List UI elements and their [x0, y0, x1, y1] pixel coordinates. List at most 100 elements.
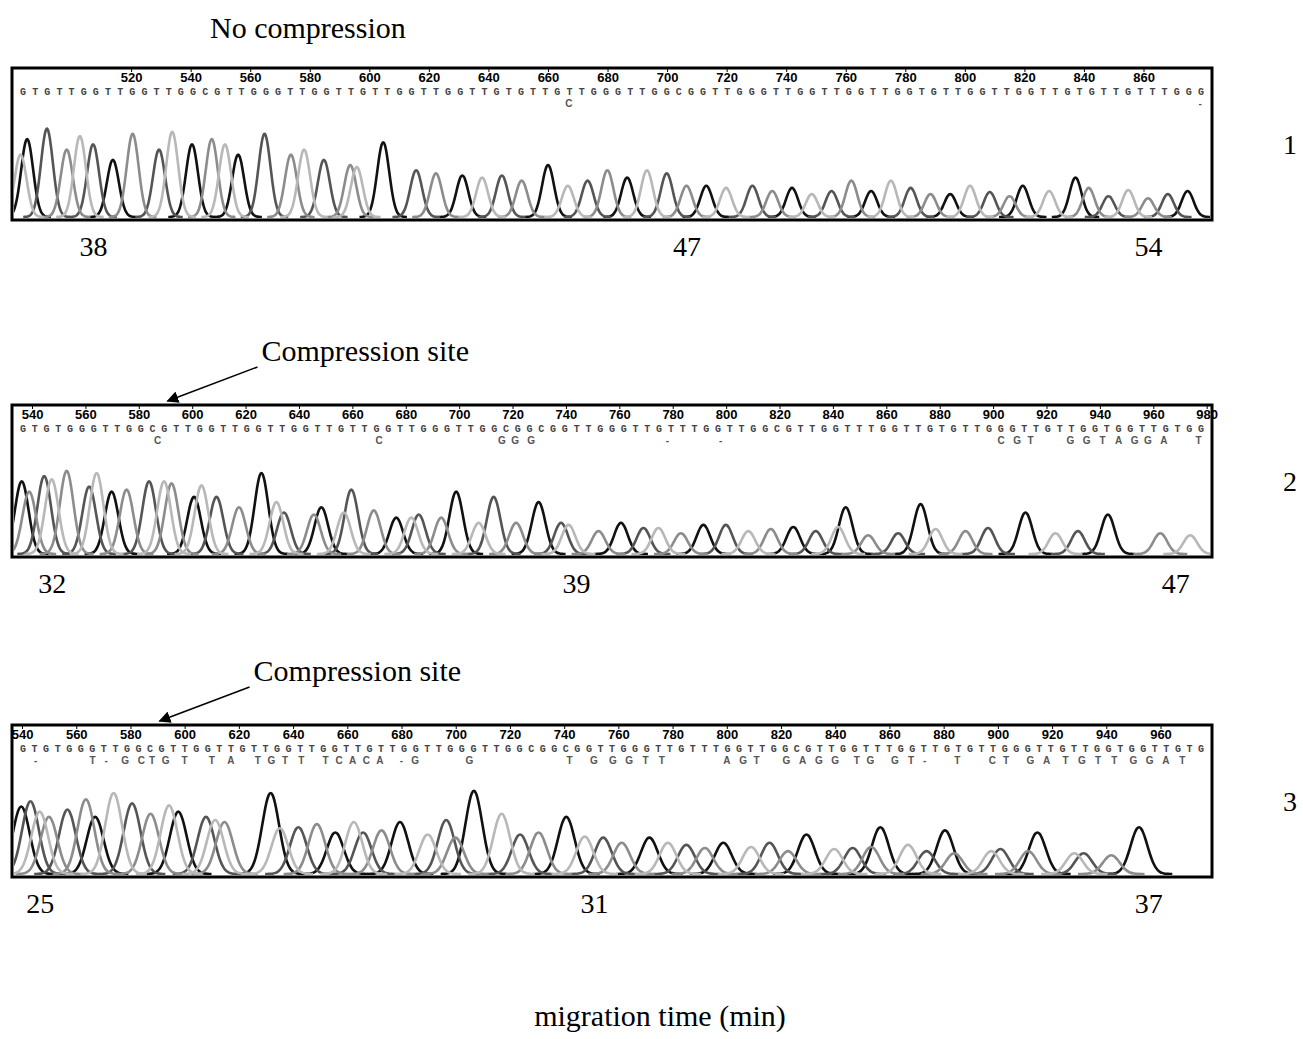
peak — [995, 851, 1062, 874]
tick: 540 — [22, 405, 44, 422]
secondary-call: G — [511, 435, 519, 446]
peak — [249, 502, 303, 554]
secondary-call: C — [154, 435, 161, 446]
secondary-call: G — [465, 755, 473, 766]
secondary-call: G — [625, 755, 633, 766]
secondary-call: T — [282, 755, 288, 766]
axis-line — [13, 220, 1213, 221]
tick-label: 25 — [26, 888, 54, 919]
base-position-axis: 5405605806006206406606807007207407607808… — [13, 405, 1219, 422]
tick: 700 — [445, 725, 467, 742]
secondary-call: G — [121, 755, 129, 766]
tick-label: 840 — [823, 407, 845, 422]
tick: 580 — [128, 405, 150, 422]
tick-label: 700 — [449, 407, 471, 422]
secondary-call: T — [908, 755, 914, 766]
peak — [672, 848, 739, 874]
peak — [828, 181, 875, 217]
peak — [25, 479, 79, 554]
trace-series — [43, 134, 1172, 217]
peak — [1105, 190, 1152, 217]
secondary-call: T — [1003, 755, 1009, 766]
tick-label: 960 — [1150, 727, 1172, 742]
tick: 900 — [983, 405, 1005, 422]
secondary-call: G — [867, 755, 875, 766]
peak — [966, 192, 1013, 217]
secondary-call: C — [997, 435, 1004, 446]
trace-series — [14, 801, 1117, 874]
tick: 680 — [395, 405, 417, 422]
peak — [458, 178, 505, 217]
tick-label: 32 — [38, 568, 66, 599]
tick: 780 — [895, 68, 917, 85]
peak — [99, 803, 166, 874]
secondary-call: G — [590, 755, 598, 766]
tick: 560 — [240, 68, 262, 85]
peak — [623, 170, 670, 217]
peak — [14, 155, 44, 217]
tick: 880 — [933, 725, 955, 742]
trace-series — [23, 129, 1191, 217]
peak — [489, 523, 543, 554]
tick: 38 — [80, 220, 108, 262]
peak — [635, 843, 702, 874]
secondary-call: C — [989, 755, 996, 766]
secondary-call: A — [227, 755, 234, 766]
tick: 37 — [1135, 877, 1163, 919]
tick: 860 — [876, 405, 898, 422]
secondary-call: G — [1083, 435, 1091, 446]
tick: 760 — [608, 725, 630, 742]
tick-label: 880 — [933, 727, 955, 742]
secondary-call: - — [666, 435, 669, 446]
tick: 700 — [657, 68, 679, 85]
tick-label: 740 — [554, 727, 576, 742]
tick: 960 — [1143, 405, 1165, 422]
tick: 920 — [1042, 725, 1064, 742]
tick-label: 960 — [1143, 407, 1165, 422]
tick-label: 740 — [556, 407, 578, 422]
peak — [1078, 855, 1145, 874]
peak — [40, 471, 94, 554]
secondary-call: - — [923, 755, 926, 766]
tick: 660 — [538, 68, 560, 85]
peak — [394, 835, 461, 874]
tick: 47 — [673, 220, 701, 262]
tick: 600 — [359, 68, 381, 85]
tick-label: 600 — [359, 70, 381, 85]
tick-label: 680 — [597, 70, 619, 85]
tick-label: 560 — [75, 407, 97, 422]
tick: 580 — [120, 725, 142, 742]
tick-label: 920 — [1042, 727, 1064, 742]
tick-label: 660 — [538, 70, 560, 85]
panel-label: 3 — [1283, 786, 1297, 817]
peak — [347, 510, 401, 554]
panel: 5405605806006206406606807007207407607808… — [0, 654, 1297, 919]
trace-series — [16, 799, 1145, 874]
tick-label: 700 — [445, 727, 467, 742]
peak — [1025, 191, 1072, 217]
tick-label: 940 — [1096, 727, 1118, 742]
tick: 820 — [771, 725, 793, 742]
peak — [175, 485, 229, 554]
tick-label: 580 — [120, 727, 142, 742]
tick-label: 940 — [1090, 407, 1112, 422]
tick-label: 620 — [229, 727, 251, 742]
secondary-call: A — [799, 755, 806, 766]
secondary-call: G — [609, 755, 617, 766]
peak — [14, 492, 56, 554]
peak — [414, 518, 468, 554]
secondary-call: G — [891, 755, 899, 766]
tick-label: 820 — [1014, 70, 1036, 85]
peak — [939, 531, 993, 554]
tick-label: 640 — [478, 70, 500, 85]
tick-label: 47 — [1162, 568, 1190, 599]
tick-label: 860 — [876, 407, 898, 422]
secondary-call: C — [375, 435, 382, 446]
peak — [80, 793, 147, 874]
secondary-call: A — [1162, 755, 1169, 766]
tick: 880 — [929, 405, 951, 422]
secondary-call: T — [255, 755, 261, 766]
peak — [986, 196, 1033, 217]
peak — [663, 186, 710, 217]
secondary-call: G — [1146, 755, 1154, 766]
